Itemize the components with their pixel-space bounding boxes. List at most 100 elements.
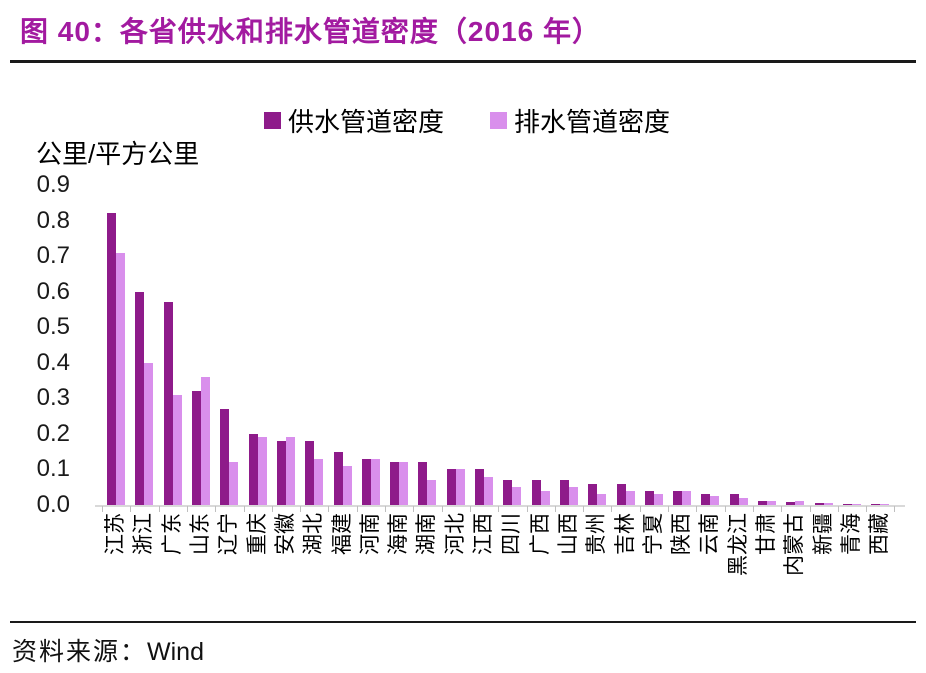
bar-drainage [795, 501, 805, 505]
chart-legend: 供水管道密度 排水管道密度 [264, 102, 670, 139]
bar-supply [475, 469, 485, 505]
legend-swatch-supply-icon [264, 112, 281, 129]
x-axis-tick [781, 506, 783, 512]
title-divider [10, 60, 916, 63]
y-axis-tick-label: 0.2 [36, 419, 70, 447]
x-axis-tick [356, 506, 358, 512]
bar-drainage [285, 437, 295, 505]
x-axis-tick [328, 506, 330, 512]
x-axis-label: 海南 [387, 513, 411, 555]
x-axis-label: 安徽 [273, 513, 297, 555]
x-axis-label: 新疆 [811, 513, 835, 555]
bar-drainage [512, 487, 522, 505]
x-axis-tick [696, 506, 698, 512]
legend-swatch-drainage-icon [490, 112, 508, 129]
bar-supply [616, 484, 626, 505]
bar-drainage [257, 437, 267, 505]
x-axis-label: 广东 [160, 513, 184, 555]
bar-supply [192, 391, 202, 505]
source-label: 资料来源： [12, 639, 148, 666]
x-axis-tick [385, 506, 386, 512]
bar-drainage [399, 462, 409, 505]
y-axis-tick-label: 0.4 [36, 348, 70, 376]
bar-drainage [851, 504, 861, 505]
y-axis-tick-label: 0.0 [36, 491, 70, 518]
y-axis-tick-label: 0.5 [36, 313, 70, 341]
x-axis-tick [526, 506, 528, 512]
x-axis-label: 广西 [528, 513, 552, 555]
x-axis-tick [639, 506, 641, 512]
bar-supply [333, 452, 343, 505]
x-axis-tick [583, 506, 585, 512]
bar-supply [729, 494, 739, 505]
bar-supply [446, 469, 456, 505]
bar-drainage [144, 363, 154, 505]
x-axis-tick [215, 506, 217, 512]
x-axis-label: 内蒙古 [783, 513, 807, 576]
bar-supply [814, 503, 824, 505]
y-axis-unit-label: 公里/平方公里 [36, 139, 200, 169]
bar-drainage [625, 491, 635, 505]
x-axis-label: 甘肃 [755, 513, 779, 555]
bar-drainage [172, 395, 182, 505]
x-axis-tick [441, 506, 443, 512]
x-axis-label: 陕西 [670, 513, 694, 555]
x-axis-tick [102, 506, 103, 512]
bar-supply [588, 484, 598, 505]
bar-supply [276, 441, 286, 505]
bar-drainage [116, 253, 126, 505]
bar-supply [871, 504, 881, 505]
x-axis-tick [837, 506, 839, 512]
figure-title: 图 40：各省供水和排水管道密度（2016 年） [20, 16, 601, 47]
x-axis-label: 福建 [330, 513, 354, 555]
bar-drainage [427, 480, 437, 505]
x-axis-label: 湖北 [302, 513, 326, 555]
x-axis-tick [668, 506, 669, 512]
x-axis-tick [158, 506, 160, 512]
bar-drainage [314, 459, 324, 505]
x-axis-label: 浙江 [132, 513, 156, 555]
bar-drainage [229, 462, 239, 505]
x-axis-tick [469, 506, 471, 512]
bar-drainage [597, 494, 607, 505]
x-axis-tick [752, 506, 754, 512]
bar-supply [220, 409, 230, 505]
x-axis-label: 辽宁 [217, 513, 241, 555]
bar-supply [248, 434, 258, 505]
legend-item-drainage: 排水管道密度 [490, 102, 670, 139]
bar-drainage [653, 494, 663, 505]
x-axis-tick [809, 506, 811, 512]
x-axis-label: 湖南 [415, 513, 439, 555]
bar-supply [531, 480, 541, 505]
y-axis-tick-label: 0.9 [36, 171, 70, 198]
bar-supply [107, 213, 117, 505]
legend-label-supply: 供水管道密度 [288, 107, 445, 137]
x-axis-tick [724, 506, 726, 512]
bar-supply [758, 501, 768, 505]
x-axis-label: 河北 [443, 513, 467, 555]
x-axis-tick [554, 506, 556, 512]
legend-item-supply: 供水管道密度 [264, 102, 444, 139]
bar-drainage [540, 491, 550, 505]
x-axis-tick [243, 506, 245, 512]
bar-supply [701, 494, 711, 505]
x-axis-tick [271, 506, 273, 512]
bar-drainage [710, 496, 720, 505]
bar-drainage [370, 459, 380, 505]
x-axis-tick [866, 506, 868, 512]
x-axis-label: 黑龙江 [726, 513, 750, 576]
bar-supply [135, 292, 145, 505]
bar-drainage [880, 504, 890, 505]
bar-supply [644, 491, 654, 505]
x-axis-label: 江西 [472, 513, 496, 555]
x-axis-label: 吉林 [613, 513, 637, 555]
y-axis-tick-label: 0.6 [36, 277, 70, 305]
x-axis-label: 江苏 [104, 513, 128, 555]
x-axis-label: 青海 [839, 513, 863, 555]
x-axis-tick [300, 506, 302, 512]
bar-supply [361, 459, 371, 505]
x-axis-label: 山西 [556, 513, 580, 555]
bar-supply [673, 491, 683, 505]
bar-supply [163, 302, 173, 505]
